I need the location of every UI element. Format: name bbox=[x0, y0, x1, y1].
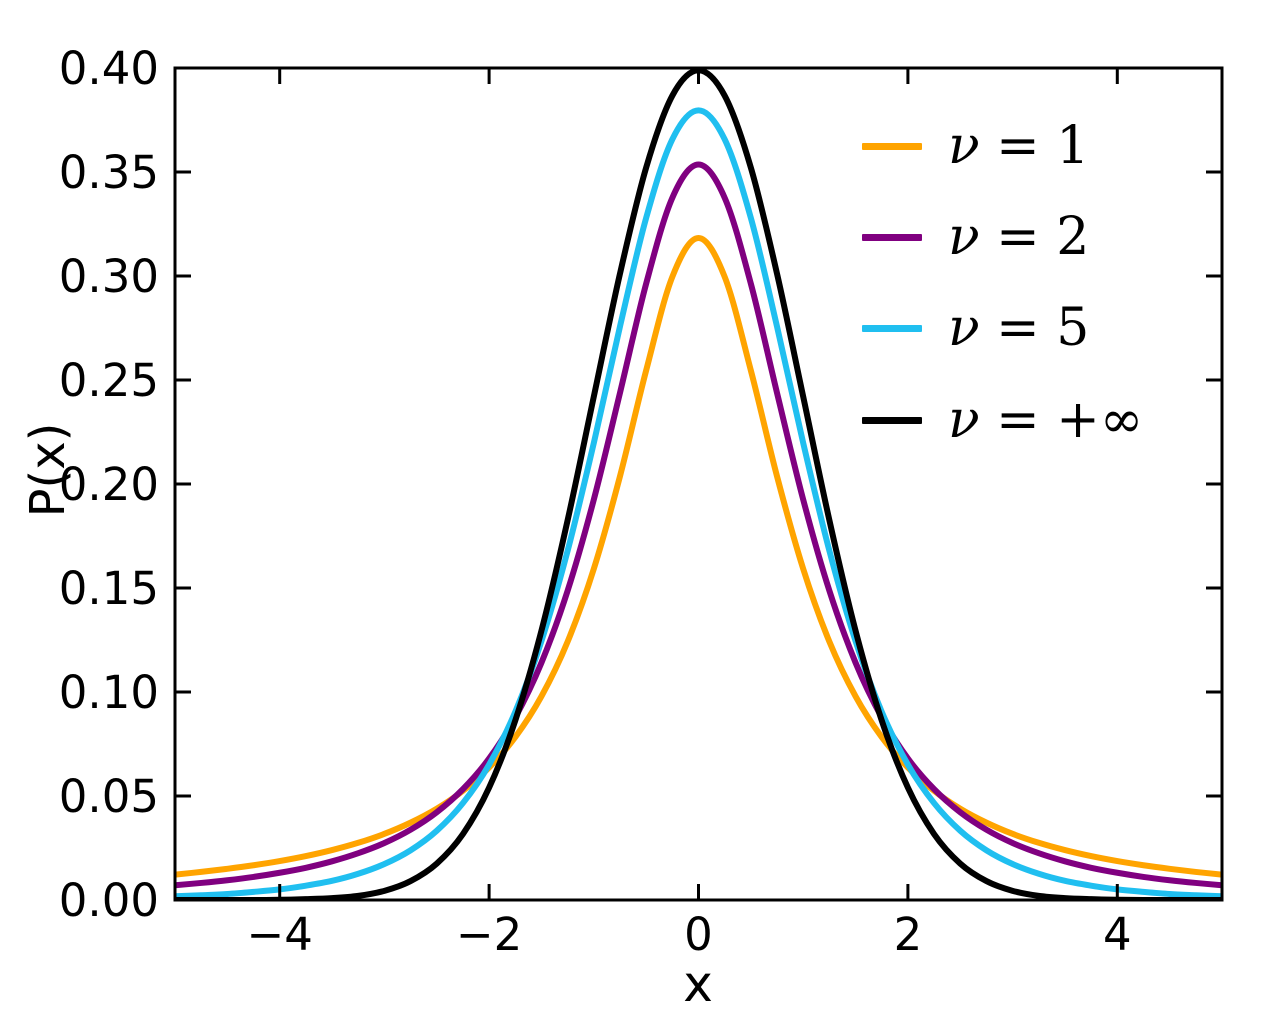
legend-value: = 2 bbox=[979, 207, 1090, 268]
curve-series-1 bbox=[175, 161, 1222, 889]
nu-symbol: ν bbox=[948, 298, 980, 359]
legend-label: ν = 2 bbox=[948, 209, 1089, 266]
legend-item-2: ν = 5 bbox=[862, 300, 1143, 357]
x-tick-label: 0 bbox=[684, 908, 713, 961]
y-tick-label: 0.40 bbox=[59, 42, 159, 95]
legend-swatch bbox=[862, 234, 922, 242]
x-tick-label: −2 bbox=[456, 908, 522, 961]
nu-symbol: ν bbox=[948, 116, 980, 176]
x-axis-label: x bbox=[683, 955, 713, 1013]
legend-item-0: ν = 1 bbox=[862, 116, 1143, 176]
legend-swatch bbox=[862, 143, 922, 151]
nu-symbol: ν bbox=[948, 389, 980, 450]
legend-value: = +∞ bbox=[979, 389, 1144, 450]
y-tick-label: 0.15 bbox=[59, 562, 159, 615]
curve-series-2 bbox=[175, 107, 1222, 900]
legend-swatch bbox=[862, 325, 922, 333]
curve-series-0 bbox=[175, 234, 1222, 878]
y-tick-label: 0.25 bbox=[59, 354, 159, 407]
legend-item-3: ν = +∞ bbox=[862, 389, 1144, 450]
legend-value: = 5 bbox=[979, 298, 1090, 359]
x-tick-label: 4 bbox=[1103, 908, 1132, 961]
x-tick-label: 2 bbox=[894, 908, 923, 961]
legend-value: = 1 bbox=[979, 116, 1090, 176]
x-tick-label: −4 bbox=[247, 908, 313, 961]
y-tick-label: 0.35 bbox=[59, 146, 159, 199]
y-tick-label: 0.20 bbox=[59, 458, 159, 511]
legend-label: ν = 5 bbox=[948, 300, 1089, 357]
y-tick-label: 0.10 bbox=[59, 666, 159, 719]
y-tick-label: 0.05 bbox=[59, 770, 159, 823]
legend-label: ν = 1 bbox=[948, 116, 1090, 176]
y-tick-label: 0.30 bbox=[59, 250, 159, 303]
legend-label: ν = +∞ bbox=[948, 389, 1144, 450]
nu-symbol: ν bbox=[948, 207, 980, 268]
ticks-group: −4 −2 0 2 4 0.00 0.05 0.10 0.15 0.20 0.25 0.30 0.35 0… bbox=[59, 42, 1222, 961]
legend-swatch bbox=[862, 416, 922, 424]
y-axis-label: P(x) bbox=[20, 422, 76, 518]
y-tick-label: 0.00 bbox=[59, 874, 159, 927]
legend-item-1: ν = 2 bbox=[862, 209, 1143, 266]
